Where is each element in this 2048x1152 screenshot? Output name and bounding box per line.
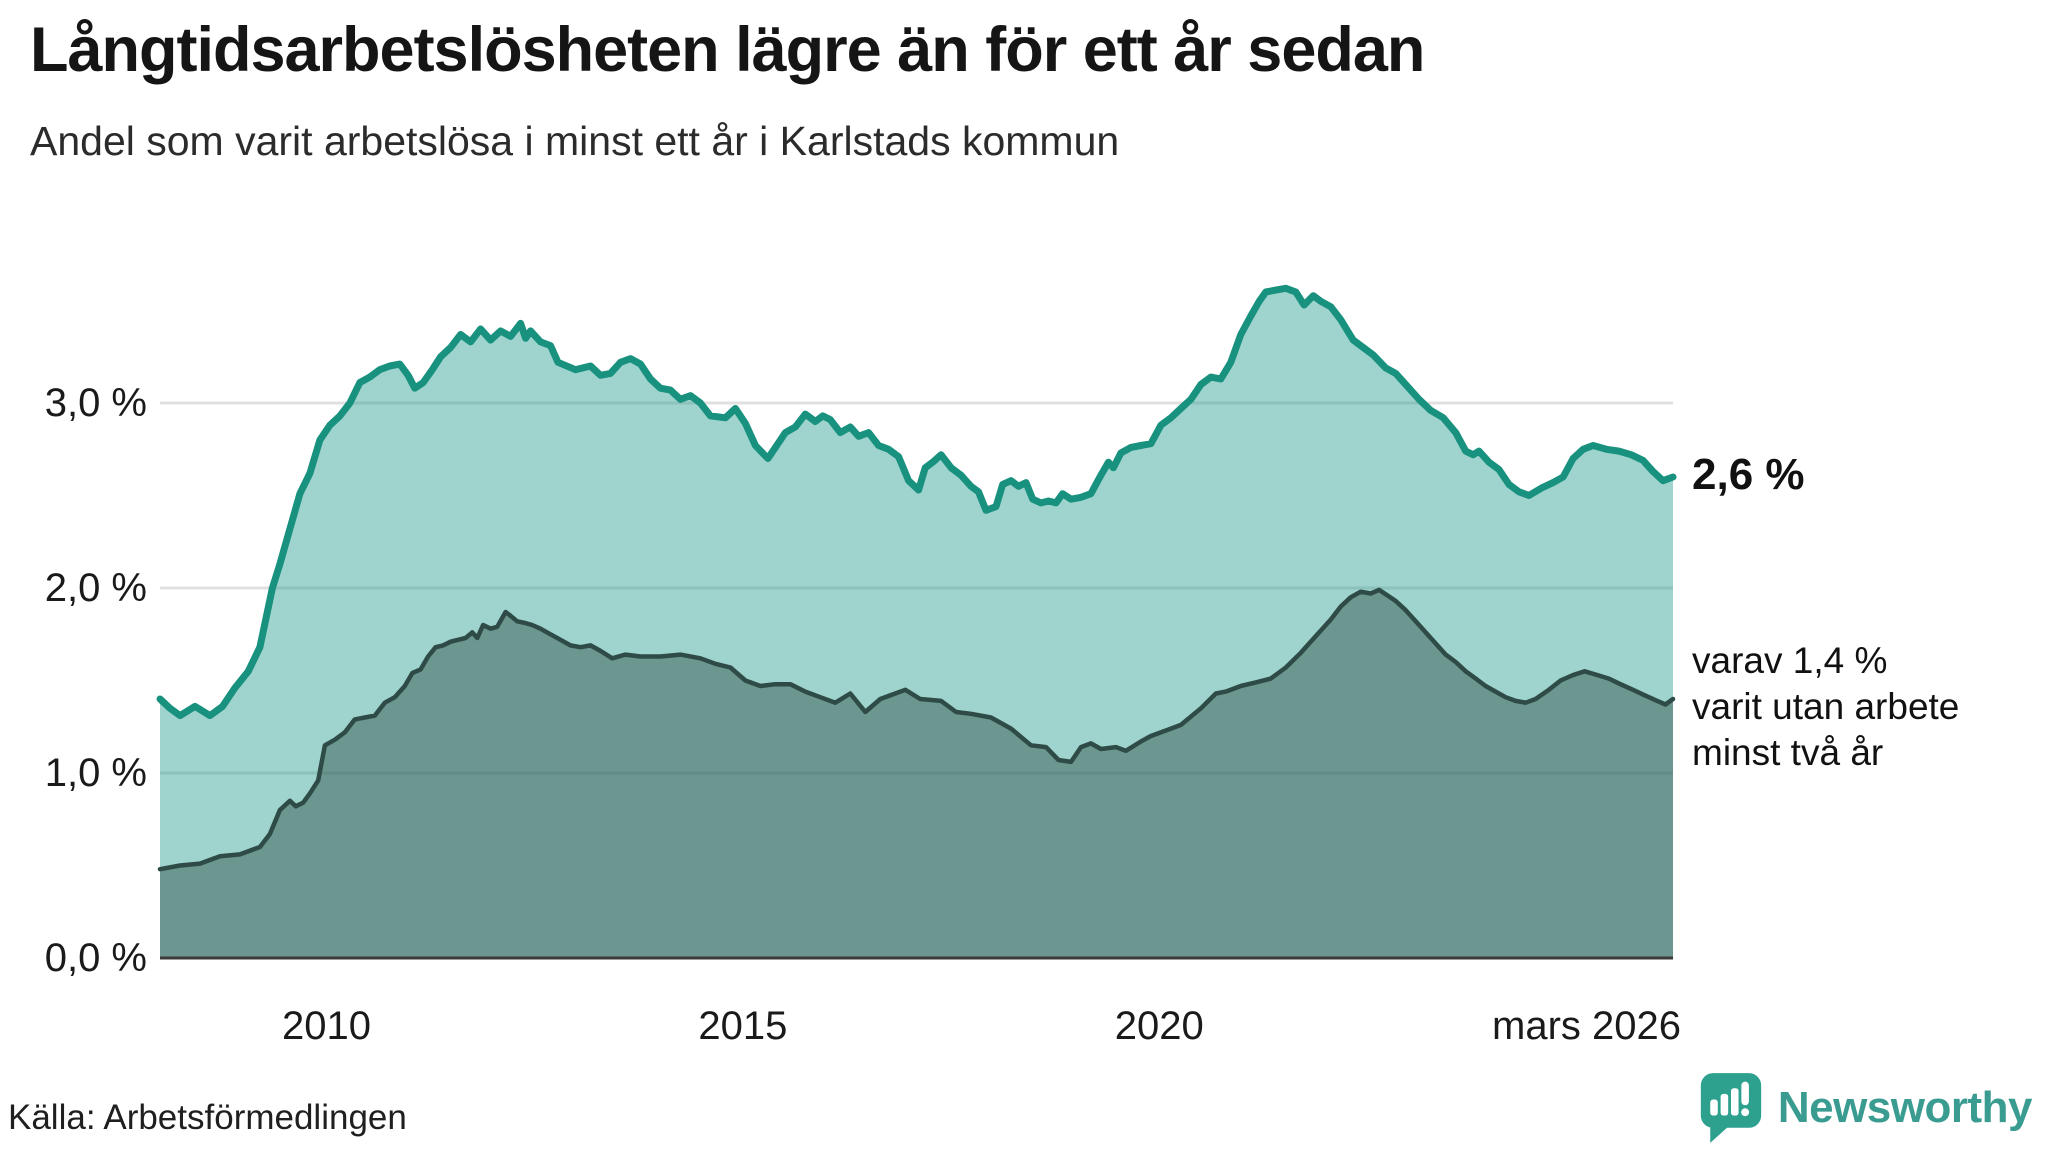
source-attribution: Källa: Arbetsförmedlingen	[8, 1098, 407, 1137]
newsworthy-logo-icon	[1700, 1073, 1761, 1143]
subset-label-line2: varit utan arbete	[1692, 685, 1960, 727]
chart-subtitle: Andel som varit arbetslösa i minst ett å…	[30, 118, 1120, 164]
y-tick-label-2: 2,0 %	[44, 566, 147, 610]
area-total-one-year	[160, 288, 1673, 958]
y-tick-label-0: 0,0 %	[44, 936, 147, 980]
x-tick-label-2015: 2015	[698, 1004, 788, 1048]
y-tick-label-3: 3,0 %	[44, 381, 147, 425]
x-tick-label-2010: 2010	[282, 1004, 372, 1048]
line-total-one-year	[156, 284, 1677, 720]
area-subset-two-years	[160, 589, 1673, 958]
end-value-label-subset: varav 1,4 % varit utan arbete minst två …	[1692, 638, 1959, 776]
end-value-label-total: 2,6 %	[1692, 450, 1805, 499]
subset-label-line1: varav 1,4 %	[1692, 640, 1888, 681]
line-subset-two-years	[157, 587, 1676, 872]
x-tick-label-2020: 2020	[1114, 1004, 1204, 1048]
newsworthy-wordmark: Newsworthy	[1777, 1083, 2033, 1132]
newsworthy-branding: Newsworthy	[1698, 1070, 2033, 1146]
x-tick-label-mars-2026: mars 2026	[1492, 1004, 1681, 1048]
page-title: Långtidsarbetslösheten lägre än för ett …	[30, 15, 1425, 85]
y-tick-label-1: 1,0 %	[44, 751, 147, 795]
subset-label-line3: minst två år	[1692, 731, 1884, 773]
